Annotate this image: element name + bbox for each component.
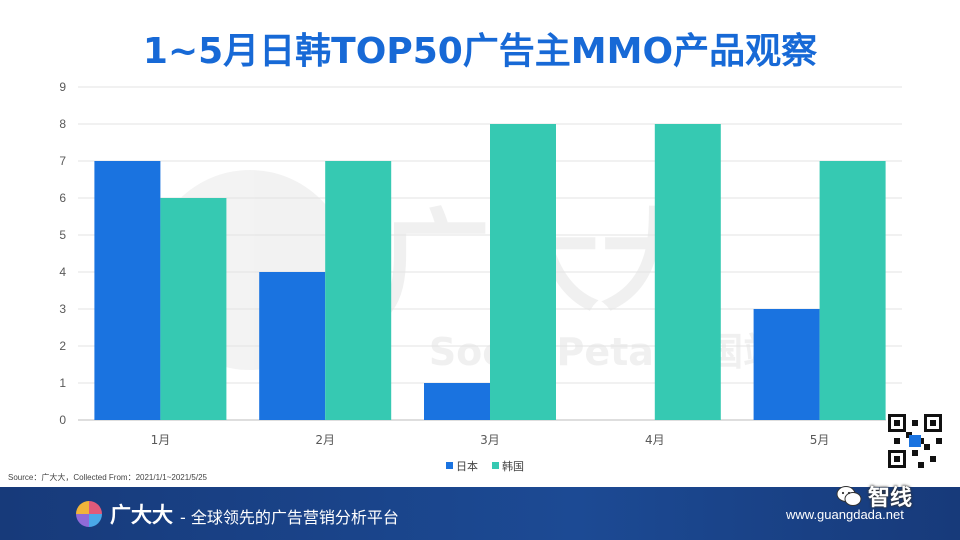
y-tick-label: 0: [59, 413, 66, 427]
footer-brand: 广大大: [110, 503, 173, 527]
legend[interactable]: 日本 韩国: [446, 459, 524, 473]
x-tick-label: 4月: [645, 433, 665, 447]
footer-website[interactable]: www.guangdada.net: [786, 507, 904, 522]
bar-japan[interactable]: [753, 309, 820, 420]
y-tick-label: 3: [59, 302, 66, 316]
x-tick-label: 1月: [151, 433, 171, 447]
source-note: Source：广大大，Collected From：2021/1/1~2021/…: [8, 473, 207, 482]
bar-korea[interactable]: [654, 124, 721, 420]
legend-label[interactable]: 韩国: [502, 459, 524, 473]
y-tick-label: 8: [59, 117, 66, 131]
legend-swatch: [446, 462, 453, 469]
qr-code-icon: [888, 414, 942, 468]
y-tick-label: 7: [59, 154, 66, 168]
y-tick-label: 4: [59, 265, 66, 279]
watermark-sub: SocialPeta 中国站: [429, 330, 781, 374]
wechat-icon: [836, 486, 862, 506]
legend-swatch: [492, 462, 499, 469]
bar-korea[interactable]: [160, 198, 227, 420]
y-tick-label: 6: [59, 191, 66, 205]
y-tick-label: 9: [59, 80, 66, 94]
footer-bar: 广大大 - 全球领先的广告营销分析平台 www.guangdada.net: [0, 487, 960, 540]
bar-korea[interactable]: [325, 161, 392, 420]
x-tick-label: 2月: [315, 433, 335, 447]
y-tick-label: 2: [59, 339, 66, 353]
page-title: 1~5月日韩TOP50广告主MMO产品观察: [142, 31, 818, 72]
bar-japan[interactable]: [424, 383, 490, 420]
y-tick-label: 5: [59, 228, 66, 242]
brand-logo-icon: [76, 501, 102, 527]
legend-label[interactable]: 日本: [456, 459, 478, 473]
bar-japan[interactable]: [259, 272, 326, 420]
footer-slogan: - 全球领先的广告营销分析平台: [180, 508, 399, 527]
wechat-badge: 智线: [836, 480, 912, 512]
qr-code: [886, 412, 944, 470]
bars: [94, 124, 886, 420]
bar-korea[interactable]: [490, 124, 556, 420]
y-tick-label: 1: [59, 376, 66, 390]
wechat-label: 智线: [868, 486, 913, 511]
bar-korea[interactable]: [819, 161, 886, 420]
x-tick-label: 3月: [480, 433, 500, 447]
x-axis-ticks: 1月 2月 3月 4月 5月: [151, 433, 830, 447]
x-tick-label: 5月: [810, 433, 830, 447]
bar-japan[interactable]: [94, 161, 161, 420]
y-axis-ticks: 0 1 2 3 4 5 6 7 8 9: [59, 80, 66, 427]
